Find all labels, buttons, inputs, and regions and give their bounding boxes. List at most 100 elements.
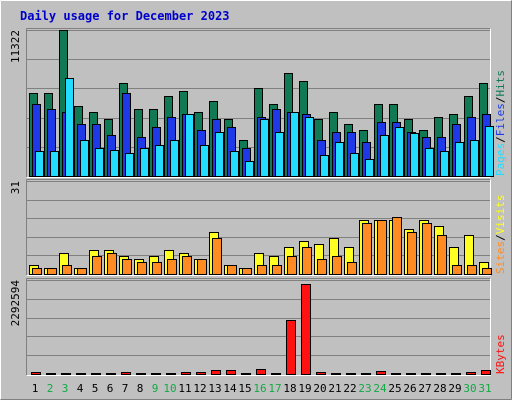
- bar-kbytes-day-26: [406, 373, 416, 375]
- bar-sites-day-24: [377, 220, 387, 275]
- bar-sites-day-5: [92, 256, 102, 275]
- bar-kbytes-day-4: [76, 373, 86, 375]
- bar-sites-day-3: [62, 265, 72, 275]
- bar-pages-day-4: [80, 140, 89, 177]
- bar-pages-day-8: [140, 148, 149, 177]
- bar-sites-day-14: [227, 265, 237, 275]
- day-label-25: 25: [388, 382, 401, 395]
- bar-sites-day-1: [32, 268, 42, 275]
- bar-kbytes-day-23: [361, 373, 371, 375]
- bar-sites-day-28: [437, 235, 447, 275]
- bar-kbytes-day-15: [241, 373, 251, 375]
- legend-files: Files: [494, 103, 507, 136]
- bar-kbytes-day-22: [346, 373, 356, 375]
- bar-pages-day-15: [245, 161, 254, 177]
- day-label-27: 27: [418, 382, 431, 395]
- bar-pages-day-20: [320, 155, 329, 177]
- y-tick-label: 11322: [9, 30, 22, 63]
- day-label-6: 6: [107, 382, 114, 395]
- bar-pages-day-17: [275, 132, 284, 177]
- bar-kbytes-day-1: [31, 372, 41, 375]
- bar-sites-day-31: [482, 268, 492, 275]
- day-label-11: 11: [178, 382, 191, 395]
- legend-sites: Sites: [494, 241, 507, 274]
- bar-sites-day-30: [467, 265, 477, 275]
- day-label-22: 22: [343, 382, 356, 395]
- bar-kbytes-day-29: [451, 373, 461, 375]
- bar-sites-day-19: [302, 247, 312, 275]
- bar-pages-day-26: [410, 133, 419, 177]
- bar-pages-day-22: [350, 153, 359, 177]
- bar-kbytes-day-21: [331, 373, 341, 375]
- y-tick-label: 31: [9, 181, 22, 194]
- day-label-17: 17: [268, 382, 281, 395]
- day-label-29: 29: [448, 382, 461, 395]
- bar-sites-day-15: [242, 268, 252, 275]
- day-label-9: 9: [152, 382, 159, 395]
- bar-kbytes-day-9: [151, 373, 161, 375]
- bar-sites-day-7: [122, 259, 132, 275]
- bar-sites-day-17: [272, 265, 282, 275]
- legend-separator: /: [494, 234, 507, 241]
- bar-sites-day-13: [212, 238, 222, 275]
- day-label-14: 14: [223, 382, 237, 395]
- bar-sites-day-9: [152, 262, 162, 275]
- bar-sites-day-27: [422, 223, 432, 275]
- bar-pages-day-11: [185, 114, 194, 177]
- bar-sites-day-21: [332, 256, 342, 275]
- bar-pages-day-1: [35, 151, 44, 177]
- bar-kbytes-day-17: [271, 373, 281, 375]
- bar-kbytes-day-18: [286, 320, 296, 375]
- day-label-18: 18: [283, 382, 296, 395]
- bar-pages-day-13: [215, 132, 224, 177]
- bar-sites-day-25: [392, 217, 402, 275]
- bar-pages-day-14: [230, 151, 239, 177]
- bar-pages-day-31: [485, 126, 494, 177]
- bar-kbytes-day-12: [196, 372, 206, 375]
- day-label-26: 26: [403, 382, 416, 395]
- bar-pages-day-5: [95, 148, 104, 177]
- bar-pages-day-7: [125, 153, 134, 177]
- day-label-19: 19: [298, 382, 311, 395]
- day-label-3: 3: [62, 382, 69, 395]
- bar-sites-day-29: [452, 265, 462, 275]
- day-label-24: 24: [373, 382, 387, 395]
- bar-pages-day-2: [50, 151, 59, 177]
- bar-sites-day-16: [257, 265, 267, 275]
- bar-kbytes-day-13: [211, 370, 221, 375]
- bar-kbytes-day-3: [61, 373, 71, 375]
- bar-kbytes-day-20: [316, 372, 326, 375]
- bar-pages-day-6: [110, 150, 119, 177]
- day-labels: 1 2 3 4 5 6 7 8 9 10 11 12 13 14 15 16 17 18 19 20 21 22 23 24 2…: [32, 382, 492, 395]
- bar-sites-day-6: [107, 253, 117, 275]
- bar-pages-day-23: [365, 159, 374, 177]
- bar-sites-day-22: [347, 262, 357, 275]
- day-label-20: 20: [313, 382, 326, 395]
- bar-kbytes-day-27: [421, 373, 431, 375]
- bar-kbytes-day-19: [301, 284, 311, 375]
- bar-kbytes-day-8: [136, 373, 146, 375]
- day-label-16: 16: [253, 382, 266, 395]
- bar-sites-day-18: [287, 256, 297, 275]
- bar-sites-day-26: [407, 232, 417, 275]
- bar-sites-day-11: [182, 256, 192, 275]
- bar-pages-day-3: [65, 78, 74, 177]
- bar-kbytes-day-5: [91, 373, 101, 375]
- legend-separator: /: [494, 97, 507, 104]
- bar-sites-day-10: [167, 259, 177, 275]
- legend-visits: Visits: [494, 195, 507, 235]
- bar-pages-day-10: [170, 140, 179, 177]
- bar-sites-day-4: [77, 268, 87, 275]
- bar-kbytes-day-31: [481, 370, 491, 375]
- legend: Pages/Files/Hits: [494, 70, 507, 176]
- bar-kbytes-day-11: [181, 372, 191, 375]
- bar-pages-day-25: [395, 127, 404, 177]
- bar-sites-day-23: [362, 223, 372, 275]
- bar-pages-day-21: [335, 142, 344, 177]
- chart-panels: 11322Pages/Files/Hits31Sites/Visits22925…: [9, 28, 507, 376]
- day-label-8: 8: [137, 382, 144, 395]
- legend-hits: Hits: [494, 70, 507, 97]
- legend: Sites/Visits: [494, 195, 507, 275]
- bar-pages-day-18: [290, 112, 299, 177]
